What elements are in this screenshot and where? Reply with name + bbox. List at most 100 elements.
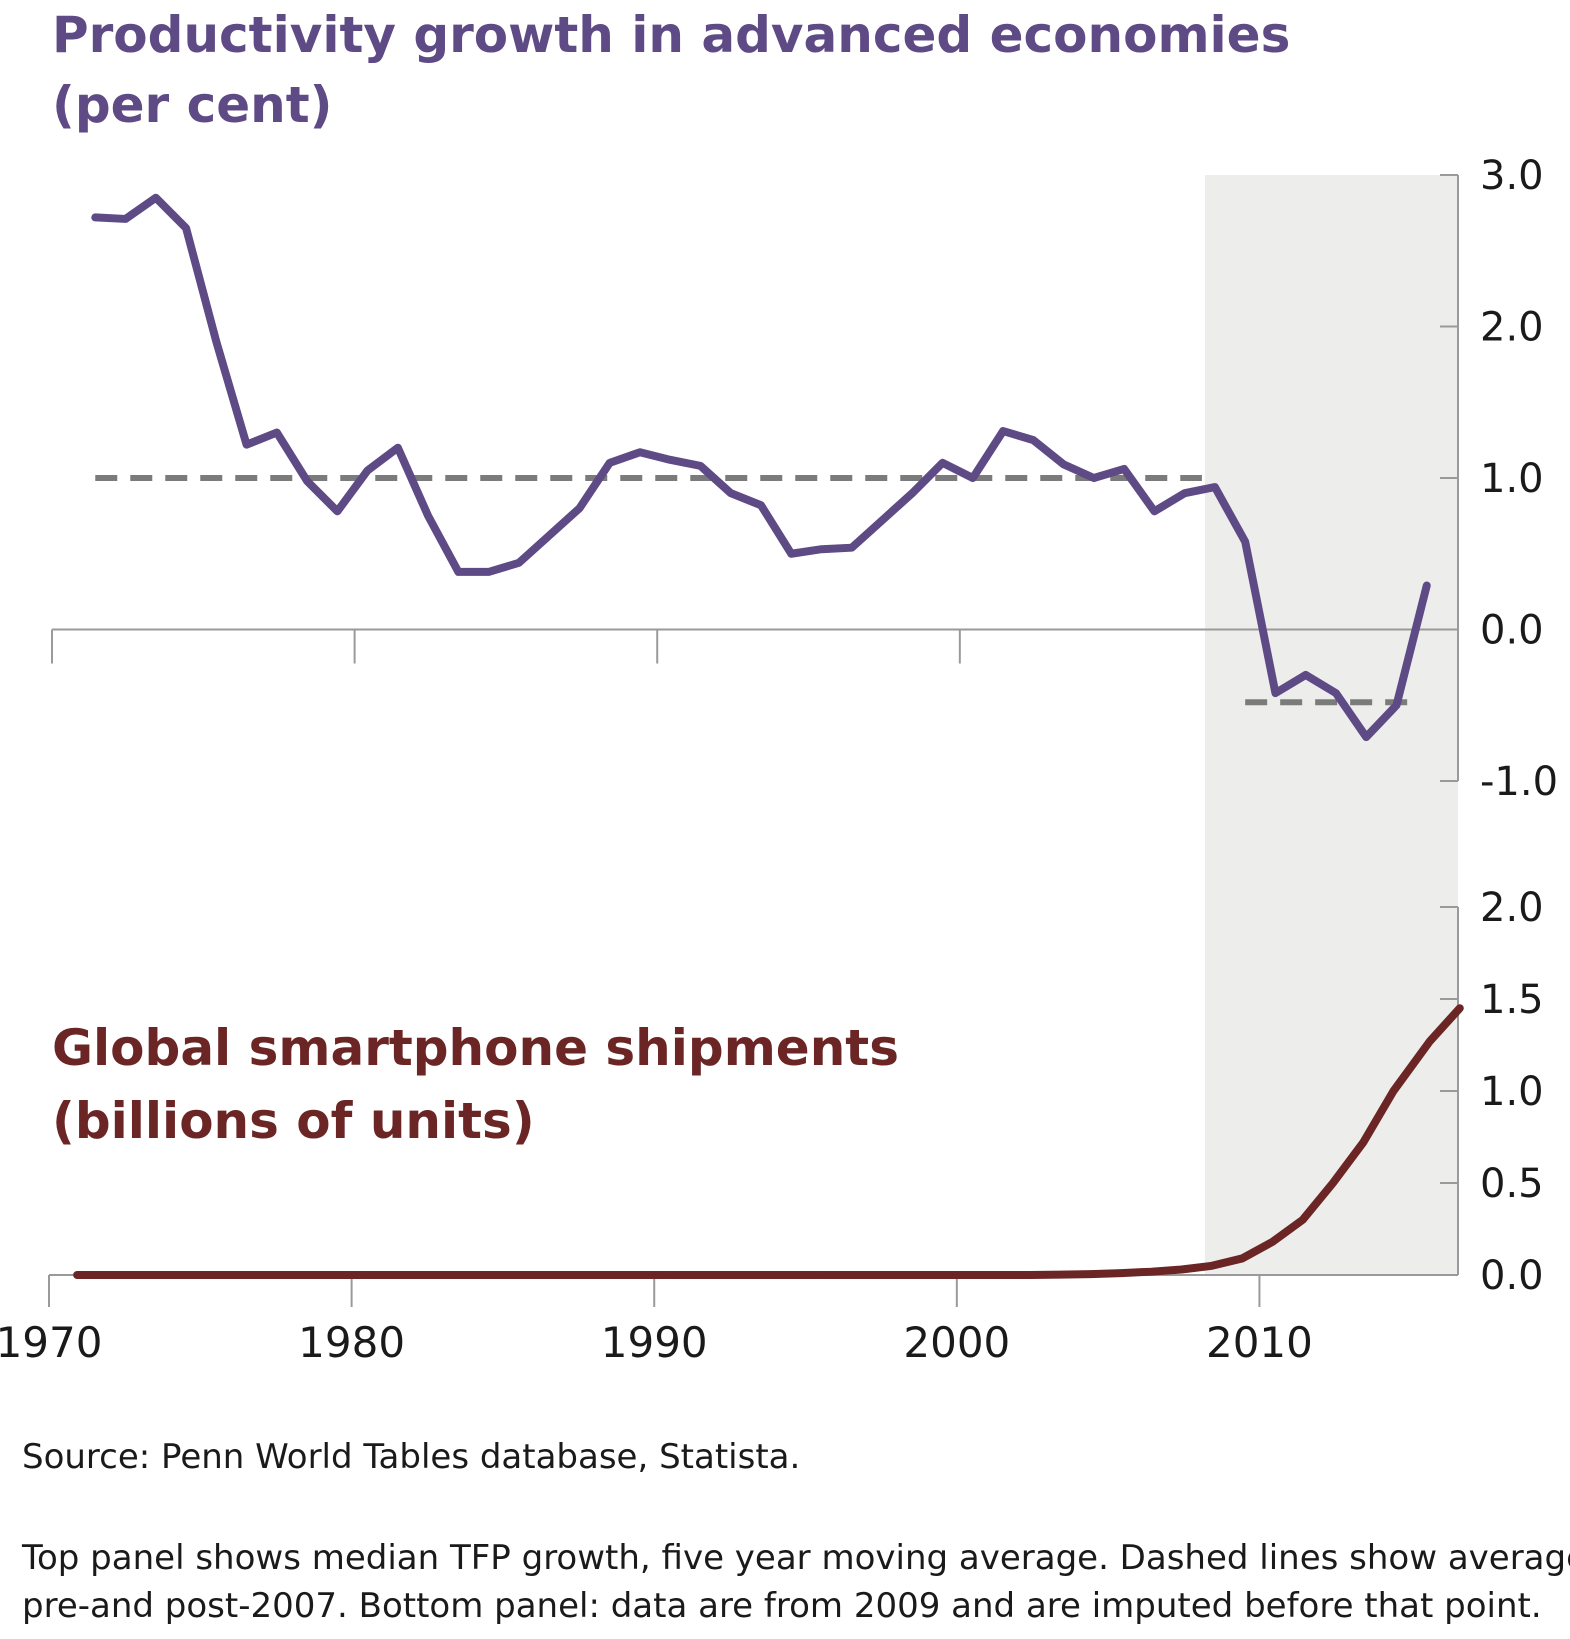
smartphone-point [666, 1274, 668, 1276]
productivity-point [609, 462, 611, 464]
productivity-point [1426, 585, 1428, 587]
productivity-point [942, 462, 944, 464]
productivity-point [1305, 674, 1307, 676]
smartphone-point [1271, 1241, 1273, 1243]
bottom-x-tick-label: 2000 [903, 1318, 1010, 1367]
footnote-line2: pre-and post-2007. Bottom panel: data ar… [22, 1586, 1542, 1626]
productivity-point [336, 510, 338, 512]
bottom-x-tick-label: 1980 [298, 1318, 405, 1367]
productivity-point [790, 553, 792, 555]
smartphone-line [73, 1004, 1464, 1279]
tick-labels: 3.0 2.0 1.0 0.0 -1.0 2.0 1.5 1.0 0.5 0.0 1970 1980 1… [0, 153, 1558, 1367]
smartphone-point [1120, 1272, 1122, 1274]
smartphone-point [1181, 1268, 1183, 1270]
productivity-point [94, 216, 96, 218]
productivity-point [639, 451, 641, 453]
top-y-tick-label: 0.0 [1480, 608, 1544, 654]
productivity-point [1093, 477, 1095, 479]
productivity-point [367, 469, 369, 471]
productivity-point [1153, 510, 1155, 512]
productivity-point [1365, 736, 1367, 738]
top-y-tick-label: 1.0 [1480, 456, 1544, 502]
productivity-point [821, 548, 823, 550]
smartphone-point [1302, 1219, 1304, 1221]
footnote-line1: Top panel shows median TFP growth, five … [22, 1538, 1570, 1578]
bottom-y-tick-label: 1.0 [1480, 1069, 1544, 1115]
productivity-point [246, 444, 248, 446]
smartphone-point [818, 1274, 820, 1276]
smartphone-series [73, 1004, 1464, 1279]
productivity-point [1244, 541, 1246, 543]
bottom-y-tick-label: 1.5 [1480, 977, 1544, 1023]
average-dashed-lines [95, 475, 1414, 706]
smartphone-point [1029, 1274, 1031, 1276]
productivity-point [699, 465, 701, 467]
smartphone-point [1241, 1257, 1243, 1259]
productivity-point [1184, 492, 1186, 494]
productivity-point [972, 477, 974, 479]
productivity-point [881, 519, 883, 521]
productivity-point [185, 227, 187, 229]
productivity-point [1335, 692, 1337, 694]
smartphone-point [1392, 1090, 1394, 1092]
productivity-point [578, 507, 580, 509]
productivity-point [488, 571, 490, 573]
top-y-tick-label: -1.0 [1480, 759, 1558, 805]
productivity-point [1032, 439, 1034, 441]
smartphone-point [76, 1274, 78, 1276]
productivity-point [911, 492, 913, 494]
productivity-series [91, 193, 1431, 742]
smartphone-point [1150, 1271, 1152, 1273]
smartphone-point [969, 1274, 971, 1276]
top-y-tick-label: 3.0 [1480, 153, 1544, 199]
smartphone-point [1362, 1142, 1364, 1144]
productivity-point [427, 515, 429, 517]
productivity-point [1123, 468, 1125, 470]
productivity-point [457, 571, 459, 573]
productivity-point [1002, 430, 1004, 432]
bottom-x-tick-label: 2010 [1206, 1318, 1313, 1367]
smartphone-point [1332, 1182, 1334, 1184]
bottom-panel-title-line2: (billions of units) [52, 1092, 535, 1150]
post-2007-shaded-region [1204, 175, 1458, 1275]
productivity-point [1214, 486, 1216, 488]
source-note: Source: Penn World Tables database, Stat… [22, 1437, 801, 1477]
bottom-x-tick-label: 1990 [601, 1318, 708, 1367]
productivity-point [1063, 463, 1065, 465]
bottom-y-tick-label: 0.0 [1480, 1253, 1544, 1299]
productivity-point [548, 535, 550, 537]
smartphone-point [1211, 1265, 1213, 1267]
bottom-panel-title-line1: Global smartphone shipments [52, 1019, 899, 1077]
bottom-panel-title: Global smartphone shipments (billions of… [52, 1012, 899, 1158]
bottom-y-tick-label: 0.5 [1480, 1161, 1544, 1207]
top-panel-title: Productivity growth in advanced economie… [52, 0, 1290, 140]
top-panel-title-line1: Productivity growth in advanced economie… [52, 6, 1291, 64]
productivity-point [306, 480, 308, 482]
smartphone-point [364, 1274, 366, 1276]
productivity-point [669, 459, 671, 461]
productivity-point [397, 447, 399, 449]
top-panel-axes [51, 174, 1459, 782]
smartphone-point [1429, 1040, 1431, 1042]
smartphone-point [212, 1274, 214, 1276]
smartphone-point [1459, 1007, 1461, 1009]
productivity-point [215, 341, 217, 343]
bottom-y-tick-label: 2.0 [1480, 885, 1544, 931]
productivity-point [1274, 692, 1276, 694]
smartphone-point [515, 1274, 517, 1276]
top-panel-title-line2: (per cent) [52, 76, 333, 134]
footnote: Top panel shows median TFP growth, five … [22, 1534, 1570, 1630]
productivity-point [1395, 704, 1397, 706]
productivity-point [730, 492, 732, 494]
productivity-point [760, 504, 762, 506]
productivity-point [155, 197, 157, 199]
productivity-point [125, 218, 127, 220]
bottom-x-tick-label: 1970 [0, 1318, 102, 1367]
productivity-point [276, 432, 278, 434]
smartphone-point [1060, 1274, 1062, 1276]
productivity-point [518, 562, 520, 564]
smartphone-point [1090, 1273, 1092, 1275]
productivity-point [851, 547, 853, 549]
top-y-tick-label: 2.0 [1480, 305, 1544, 351]
